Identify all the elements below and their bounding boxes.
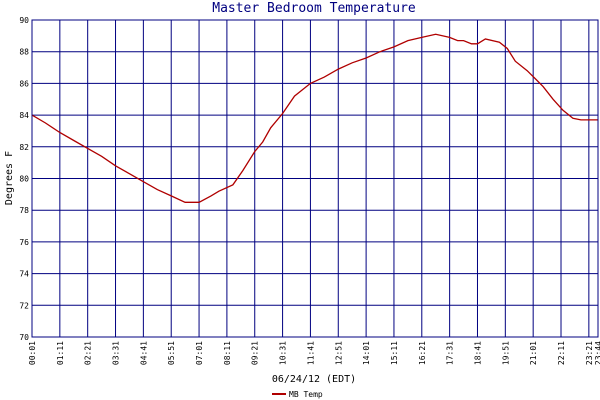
series-line-mb-temp — [31, 33, 598, 203]
x-tick-label: 10:31 — [279, 341, 288, 365]
x-tick-label: 16:21 — [418, 341, 427, 365]
y-axis-label: Degrees F — [4, 151, 15, 205]
x-tick-label: 22:11 — [557, 341, 566, 365]
x-tick-label: 12:51 — [334, 341, 343, 365]
x-tick-label: 14:01 — [362, 341, 371, 365]
x-tick-label: 01:11 — [56, 341, 65, 365]
x-tick-label: 19:51 — [501, 341, 510, 365]
x-tick-label: 05:51 — [167, 341, 176, 365]
y-tick-label: 76 — [19, 238, 29, 247]
y-tick-labels: 70 72 74 76 78 80 82 84 86 88 90 — [19, 16, 29, 342]
plot-frame — [31, 19, 599, 338]
chart-title: Master Bedroom Temperature — [212, 1, 416, 16]
y-tick-label: 78 — [19, 206, 29, 215]
x-tick-labels: 00:01 01:11 02:21 03:31 04:41 05:51 07:01 08:11… — [28, 341, 600, 365]
x-tick-label: 04:41 — [139, 341, 148, 365]
grid-lines — [31, 19, 599, 338]
x-tick-label: 18:41 — [473, 341, 482, 365]
y-tick-label: 88 — [19, 48, 29, 57]
x-tick-label: 17:31 — [446, 341, 455, 365]
y-tick-label: 90 — [19, 16, 29, 25]
x-tick-label: 02:21 — [84, 341, 93, 365]
x-tick-label: 09:21 — [251, 341, 260, 365]
x-tick-label: 21:01 — [529, 341, 538, 365]
x-tick-label: 15:11 — [390, 341, 399, 365]
legend: MB Temp — [272, 390, 323, 399]
y-tick-label: 80 — [19, 175, 29, 184]
legend-label: MB Temp — [289, 390, 323, 399]
x-tick-label: 11:41 — [306, 341, 315, 365]
y-tick-label: 70 — [19, 333, 29, 342]
y-tick-label: 74 — [19, 270, 29, 279]
x-tick-label: 07:01 — [195, 341, 204, 365]
x-tick-label: 03:31 — [112, 341, 121, 365]
y-tick-label: 86 — [19, 79, 29, 88]
x-axis-label: 06/24/12 (EDT) — [272, 374, 356, 385]
x-tick-label: 00:01 — [28, 341, 37, 365]
x-tick-label: 23:21 — [585, 341, 594, 365]
x-tick-label: 23:44 — [594, 341, 600, 365]
y-tick-label: 82 — [19, 143, 29, 152]
y-tick-label: 84 — [19, 111, 29, 120]
y-tick-label: 72 — [19, 301, 29, 310]
x-tick-label: 08:11 — [223, 341, 232, 365]
